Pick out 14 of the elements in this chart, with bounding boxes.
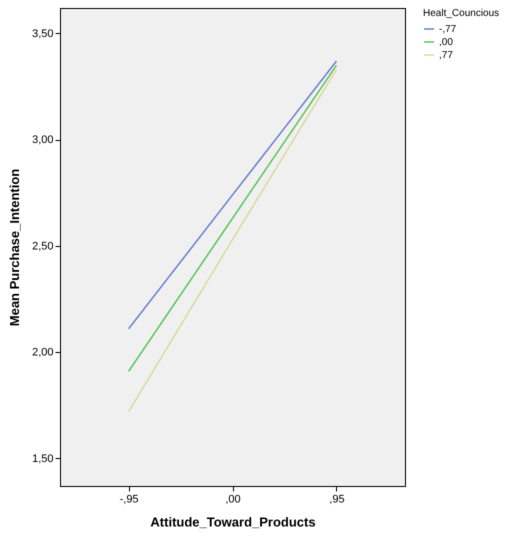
y-tick-label: 3,50 xyxy=(32,28,54,40)
legend-title: Healt_Councious xyxy=(423,8,500,19)
x-tick-label: ,00 xyxy=(225,494,241,506)
x-axis-title: Attitude_Toward_Products xyxy=(150,514,316,530)
legend-label: ,00 xyxy=(439,37,454,48)
y-tick-label: 1,50 xyxy=(32,452,54,465)
y-tick-label: 3,00 xyxy=(32,134,54,146)
legend-label: -,77 xyxy=(439,24,457,35)
legend-label: ,77 xyxy=(439,50,454,61)
x-tick-label: ,95 xyxy=(329,494,345,506)
y-tick-label: 2,00 xyxy=(32,346,54,359)
y-axis-title: Mean Purchase_Intention xyxy=(7,168,22,326)
y-tick-label: 2,50 xyxy=(32,240,54,252)
x-tick-label: -,95 xyxy=(120,494,139,506)
